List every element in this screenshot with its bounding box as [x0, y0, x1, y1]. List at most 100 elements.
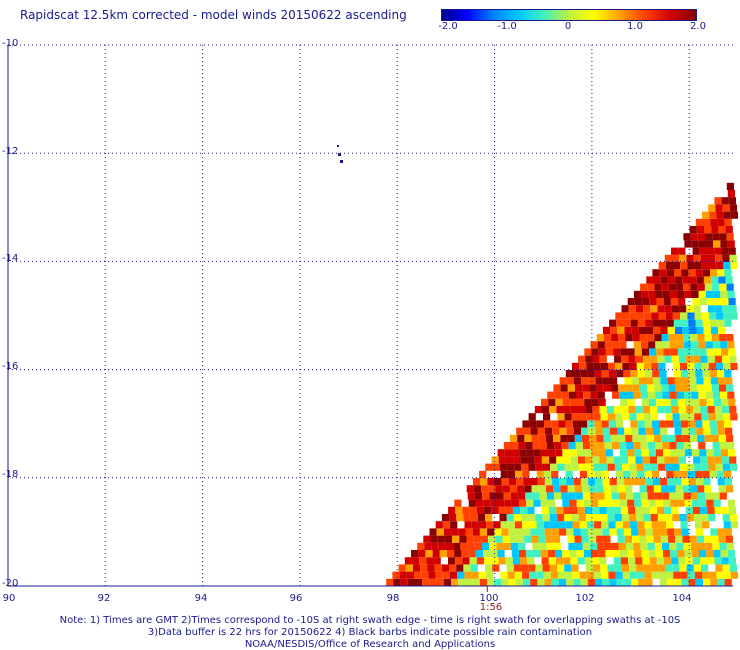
swath-cell — [517, 434, 525, 442]
swath-cell — [684, 290, 692, 298]
swath-cell — [675, 334, 684, 342]
swath-cell — [542, 406, 550, 414]
swath-cell — [680, 262, 688, 270]
swath-cell — [662, 391, 670, 399]
swath-cell — [706, 348, 714, 356]
swath-cell — [528, 564, 536, 572]
swath-cell — [532, 542, 540, 550]
swath-cell — [567, 535, 575, 543]
swath-cell — [648, 391, 656, 399]
swath-cell — [667, 377, 675, 385]
swath-cell — [602, 326, 611, 334]
swath-cell — [478, 571, 486, 579]
swath-cell — [562, 398, 570, 406]
swath-cell — [550, 463, 558, 471]
x-tick-label: 104 — [672, 593, 692, 604]
swath-cell — [529, 571, 537, 579]
swath-cell — [730, 312, 738, 320]
swath-cell — [725, 377, 733, 385]
swath-cell — [701, 362, 709, 370]
swath-cell — [681, 478, 689, 486]
swath-cell — [508, 478, 517, 486]
swath-cell — [693, 305, 701, 313]
y-tick-label: -16 — [2, 361, 19, 372]
swath-cell — [655, 391, 663, 399]
swath-cell — [693, 254, 701, 262]
swath-cell — [708, 413, 716, 421]
swath-cell — [706, 398, 714, 406]
swath-cell — [565, 571, 573, 579]
swath-cell — [438, 542, 446, 550]
swath-cell — [507, 571, 515, 579]
swath-cell — [595, 578, 603, 586]
swath-cell — [663, 499, 671, 507]
swath-cell — [690, 384, 698, 392]
swath-cell — [559, 377, 567, 385]
swath-cell — [724, 578, 732, 586]
swath-cell — [640, 391, 648, 399]
swath-cell — [429, 578, 437, 586]
x-tick-label: 100 — [479, 593, 499, 604]
swath-cell — [626, 542, 634, 550]
swath-cell — [529, 420, 537, 428]
swath-cell — [665, 262, 673, 270]
swath-cell — [411, 550, 419, 558]
swath-cell — [629, 413, 637, 421]
y-tick-label: -12 — [2, 146, 19, 157]
swath-cell — [683, 334, 691, 342]
swath-cell — [634, 550, 642, 558]
swath-cell — [612, 550, 620, 558]
swath-cell — [590, 492, 598, 500]
swath-cell — [469, 557, 477, 565]
swath-cell — [695, 370, 703, 378]
x-tick-label: 98 — [386, 593, 400, 604]
swath-cell — [711, 334, 720, 342]
swath-cell — [664, 557, 672, 565]
swath-cell — [693, 514, 702, 522]
swath-cell — [653, 276, 661, 284]
swath-cell — [661, 334, 669, 342]
swath-cell — [579, 413, 587, 421]
swath-cell — [572, 521, 580, 529]
swath-cell — [677, 499, 685, 507]
swath-cell — [631, 528, 639, 536]
swath-cell — [696, 478, 704, 486]
swath-cell — [644, 521, 652, 529]
swath-cell — [607, 514, 615, 522]
swath-cell — [714, 456, 722, 464]
swath-cell — [626, 391, 634, 399]
swath-cell — [545, 427, 553, 435]
swath-cell — [622, 521, 631, 529]
swath-cell — [688, 269, 696, 277]
swath-cell — [485, 514, 493, 522]
swath-cell — [602, 427, 610, 435]
swath-cell — [662, 290, 670, 298]
swath-cell — [554, 391, 562, 399]
swath-cell — [683, 384, 691, 392]
swath-cell — [622, 571, 630, 579]
swath-cell — [686, 355, 694, 363]
swath-cell — [689, 535, 697, 543]
swath-cell — [679, 514, 687, 522]
swath-cell — [530, 427, 538, 435]
swath-cell — [695, 319, 703, 327]
swath-cell — [515, 470, 523, 478]
swath-cell — [581, 485, 590, 493]
swath-cell — [641, 290, 649, 298]
swath-cell — [720, 240, 728, 248]
swath-cell — [708, 362, 716, 370]
swath-cell — [550, 521, 559, 529]
swath-cell — [577, 557, 585, 565]
swath-cell — [514, 571, 522, 579]
swath-cell — [692, 348, 700, 356]
swath-cell — [723, 413, 731, 421]
swath-cell — [649, 456, 658, 464]
swath-cell — [628, 355, 636, 363]
swath-cell — [471, 521, 479, 529]
swath-cell — [684, 240, 692, 248]
swath-cell — [612, 391, 620, 399]
swath-cell — [669, 391, 677, 399]
swath-cell — [640, 283, 648, 291]
swath-cell — [640, 341, 649, 349]
swath-cell — [675, 535, 683, 543]
